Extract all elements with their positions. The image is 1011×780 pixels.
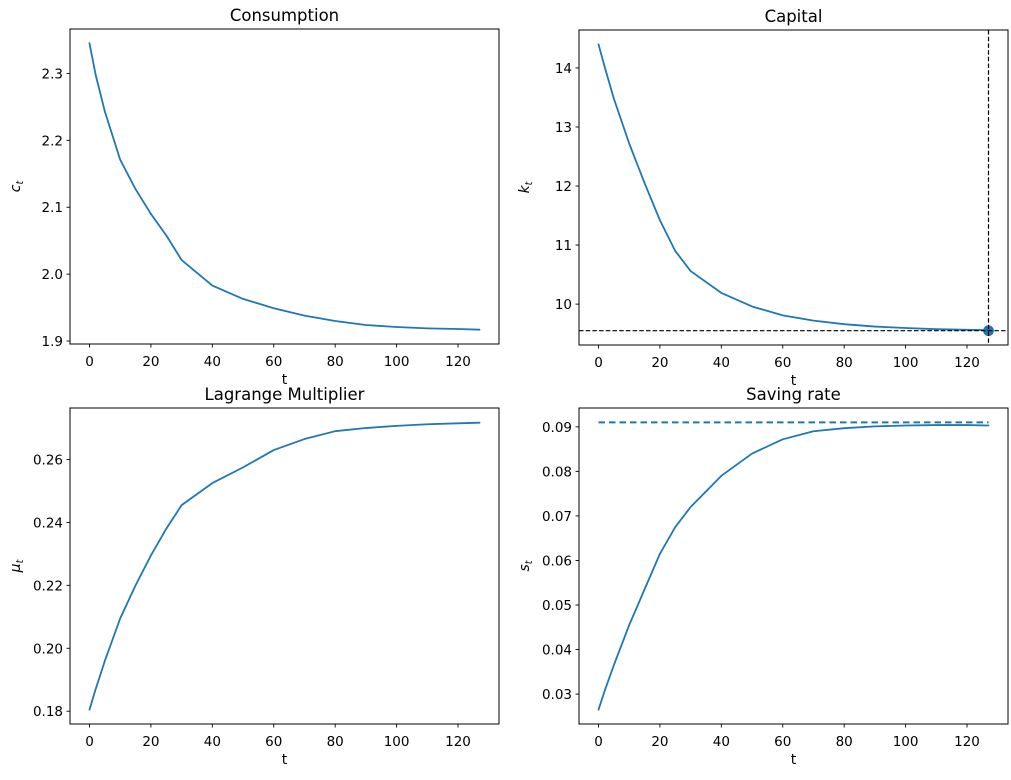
y-tick-label: 0.07 [542,509,572,525]
y-axis-label-base: s [517,564,533,571]
tick-marks-and-labels: 0 20 40 60 80 100 120 10 11 12 13 14 [555,61,980,371]
x-tick-label: 40 [204,354,221,370]
tick-marks-and-labels: 0 20 40 60 80 100 120 0.18 0.20 0.22 0.24 0.26 [33,453,471,750]
tick-marks-and-labels: 0 20 40 60 80 100 120 1.9 2.0 2.1 2.2 2.3 [42,66,471,370]
y-tick-label: 0.04 [542,643,572,659]
y-tick-label: 13 [555,120,572,136]
y-tick-label: 10 [555,297,572,313]
x-tick-label: 120 [445,354,471,370]
y-axis-label: st [517,559,535,571]
y-axis-label-base: μ [8,563,24,573]
y-tick-label: 12 [555,179,572,195]
axes-border [578,407,1009,725]
y-axis-label: ct [8,180,26,193]
plot-title: Saving rate [746,385,841,404]
y-tick-label: 0.05 [542,598,572,614]
y-axis-label-subscript: t [524,559,535,564]
y-axis-label: kt [517,180,535,193]
x-axis-label: t [791,752,797,768]
y-tick-label: 11 [555,238,572,254]
x-tick-label: 0 [594,355,603,371]
y-tick-label: 0.18 [33,704,63,720]
axes-border [69,407,500,725]
x-tick-label: 120 [954,355,980,371]
y-axis-label-base: c [8,184,24,192]
subplot-lagrange-multiplier: 0 20 40 60 80 100 120 0.18 0.20 0.22 0.24 0.26 Lagr… [8,385,500,768]
y-tick-label: 0.09 [542,420,572,436]
y-tick-label: 2.0 [42,267,63,283]
x-axis-label: t [791,373,797,389]
x-tick-label: 120 [954,734,980,750]
consumption-path [88,42,481,331]
axes-border [578,29,1009,346]
y-tick-label: 2.3 [42,66,63,82]
plot-area [88,421,481,711]
plot-area [579,30,1008,345]
plot-title: Capital [765,7,823,26]
lagrange-path [88,421,481,711]
capital-path [597,43,990,331]
y-axis-label-subscript: t [524,180,535,185]
y-tick-label: 0.08 [542,464,572,480]
x-tick-label: 40 [713,355,730,371]
subplot-consumption: 0 20 40 60 80 100 120 1.9 2.0 2.1 2.2 2.3 Consumpti… [8,6,500,388]
x-tick-label: 40 [713,734,730,750]
x-tick-label: 100 [384,734,410,750]
x-tick-label: 100 [384,354,410,370]
x-tick-label: 0 [85,734,94,750]
x-tick-label: 60 [774,355,791,371]
x-tick-label: 80 [327,354,344,370]
x-axis-label: t [282,372,288,388]
x-tick-label: 40 [204,734,221,750]
y-tick-label: 2.2 [42,133,63,149]
x-tick-label: 80 [836,734,853,750]
x-tick-label: 20 [142,734,159,750]
y-tick-label: 0.26 [33,453,63,469]
x-tick-label: 100 [893,355,919,371]
x-tick-label: 60 [265,734,282,750]
x-tick-label: 80 [327,734,344,750]
y-tick-label: 0.22 [33,578,63,594]
y-tick-label: 0.20 [33,641,63,657]
y-tick-label: 0.03 [542,687,572,703]
y-tick-label: 1.9 [42,334,63,350]
plot-title: Consumption [230,6,339,25]
x-tick-label: 80 [836,355,853,371]
y-tick-label: 0.06 [542,553,572,569]
x-tick-label: 0 [594,734,603,750]
x-tick-label: 0 [85,354,94,370]
plot-area [597,421,990,711]
x-tick-label: 60 [774,734,791,750]
tick-marks-and-labels: 0 20 40 60 80 100 120 0.03 0.04 0.05 0.06 0.07 0.08 0… [542,420,980,750]
plot-title: Lagrange Multiplier [205,385,365,404]
x-tick-label: 120 [445,734,471,750]
y-tick-label: 14 [555,61,572,77]
y-axis-label-subscript: t [15,558,26,563]
y-axis-label: μt [8,558,26,573]
plot-area [88,42,481,331]
subplot-saving-rate: 0 20 40 60 80 100 120 0.03 0.04 0.05 0.06 0.07 0.08 0… [517,385,1009,768]
x-tick-label: 20 [651,734,668,750]
x-tick-label: 100 [893,734,919,750]
x-tick-label: 60 [265,354,282,370]
axes-border [69,28,500,345]
x-tick-label: 20 [651,355,668,371]
x-axis-label: t [282,752,288,768]
saving-rate-path [597,424,990,711]
y-axis-label-subscript: t [15,180,26,185]
y-axis-label-base: k [517,184,533,193]
y-tick-label: 0.24 [33,515,63,531]
y-tick-label: 2.1 [42,200,63,216]
x-tick-label: 20 [142,354,159,370]
